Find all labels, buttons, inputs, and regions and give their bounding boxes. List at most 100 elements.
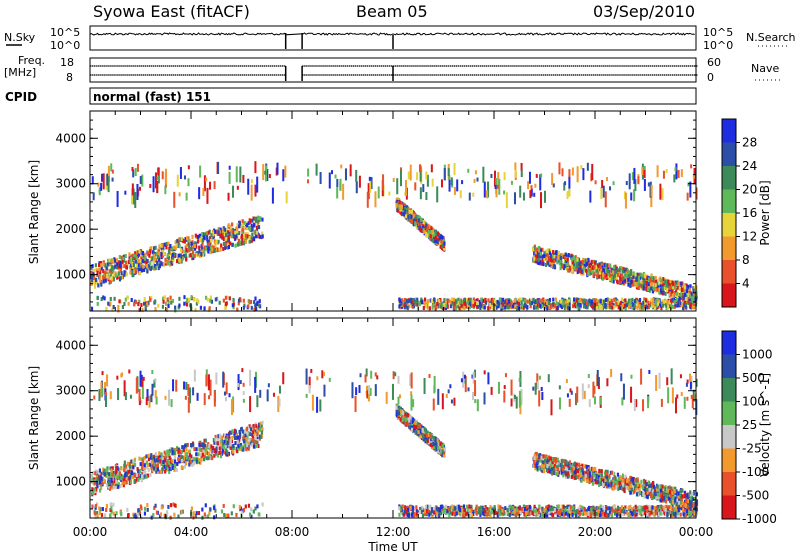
power-cell bbox=[171, 252, 174, 257]
power-cell bbox=[666, 300, 669, 305]
power-cell bbox=[188, 248, 191, 253]
power-cell bbox=[644, 274, 647, 279]
power-cell bbox=[493, 297, 496, 302]
power-speckle bbox=[154, 172, 158, 189]
power-cell bbox=[640, 283, 643, 288]
velocity-cell bbox=[117, 482, 120, 487]
velocity-speckle bbox=[547, 374, 550, 383]
power-cell bbox=[431, 305, 434, 310]
power-cell bbox=[632, 271, 635, 276]
power-speckle bbox=[450, 177, 453, 186]
power-cell bbox=[399, 207, 402, 212]
power-cell bbox=[669, 292, 672, 297]
power-cell bbox=[674, 302, 677, 307]
power-cell bbox=[438, 236, 442, 241]
power-cell bbox=[650, 297, 653, 302]
power-cell bbox=[109, 296, 112, 301]
power-cell bbox=[542, 253, 546, 258]
power-speckle bbox=[239, 166, 242, 183]
velocity-cell bbox=[120, 511, 123, 516]
power-cell bbox=[657, 285, 660, 290]
velocity-speckle bbox=[237, 383, 240, 388]
power-speckle bbox=[262, 164, 265, 181]
power-cell bbox=[231, 303, 234, 308]
power-cell bbox=[196, 298, 199, 303]
power-speckle bbox=[199, 165, 202, 178]
power-cell bbox=[154, 245, 157, 250]
power-cell bbox=[135, 263, 138, 268]
power-cell bbox=[693, 286, 697, 291]
velocity-speckle bbox=[374, 372, 377, 377]
power-cell bbox=[680, 281, 683, 286]
power-cell bbox=[523, 299, 527, 304]
power-cell bbox=[627, 277, 630, 282]
power-cell bbox=[410, 212, 413, 217]
power-cell bbox=[98, 267, 101, 272]
power-cell bbox=[411, 213, 414, 218]
velocity-cell bbox=[105, 507, 108, 512]
power-cell bbox=[671, 281, 675, 286]
power-cell bbox=[185, 236, 189, 241]
velocity-speckle bbox=[449, 384, 452, 389]
power-speckle bbox=[527, 181, 530, 190]
power-cell bbox=[260, 235, 263, 240]
velocity-cell bbox=[242, 507, 246, 512]
velocity-speckle bbox=[277, 395, 280, 412]
velocity-speckle bbox=[432, 398, 435, 411]
power-cell bbox=[647, 282, 651, 287]
power-cell bbox=[236, 242, 239, 247]
power-cell bbox=[179, 253, 182, 258]
velocity-cell bbox=[169, 465, 173, 470]
power-cell bbox=[558, 261, 562, 266]
power-speckle bbox=[448, 175, 451, 180]
power-cell bbox=[663, 286, 666, 291]
power-cell bbox=[257, 215, 260, 220]
velocity-cell bbox=[133, 462, 137, 467]
velocity-cell bbox=[166, 461, 169, 466]
power-cell bbox=[142, 267, 146, 272]
velocity-cell bbox=[230, 439, 233, 444]
velocity-cell bbox=[172, 502, 175, 507]
velocity-cell bbox=[183, 464, 186, 469]
power-speckle bbox=[407, 171, 410, 180]
velocity-cell bbox=[223, 433, 226, 438]
power-cell bbox=[638, 285, 641, 290]
power-speckle bbox=[152, 176, 155, 193]
power-cell bbox=[128, 252, 131, 257]
velocity-cell bbox=[256, 504, 259, 509]
velocity-cell bbox=[245, 447, 248, 452]
power-cell bbox=[406, 302, 409, 307]
power-cell bbox=[139, 268, 142, 273]
power-cell bbox=[109, 263, 113, 268]
velocity-cell bbox=[132, 512, 135, 517]
velocity-cell bbox=[154, 452, 157, 457]
velocity-cell bbox=[173, 459, 177, 464]
power-speckle bbox=[453, 163, 456, 176]
power-cell bbox=[524, 303, 527, 308]
power-speckle bbox=[138, 186, 142, 191]
power-cell bbox=[120, 271, 123, 276]
power-cell bbox=[649, 280, 652, 285]
velocity-cell bbox=[201, 507, 204, 512]
power-cell bbox=[605, 305, 608, 310]
power-cell bbox=[450, 297, 454, 302]
power-cell bbox=[611, 302, 614, 307]
power-cell bbox=[511, 302, 515, 307]
velocity-speckle bbox=[518, 377, 521, 382]
power-cell bbox=[591, 265, 594, 270]
power-cell bbox=[636, 305, 639, 310]
power-cell bbox=[685, 289, 689, 294]
power-cell bbox=[449, 299, 452, 304]
power-cell bbox=[607, 299, 610, 304]
power-cell bbox=[589, 271, 593, 276]
velocity-cell bbox=[177, 449, 180, 454]
power-cell bbox=[678, 286, 681, 291]
power-cell bbox=[256, 223, 259, 228]
power-speckle bbox=[628, 173, 631, 190]
velocity-cell bbox=[126, 507, 129, 512]
velocity-cell bbox=[208, 455, 212, 460]
power-cell bbox=[108, 280, 111, 285]
power-speckle bbox=[276, 162, 279, 175]
power-cell bbox=[434, 229, 437, 234]
power-cell bbox=[566, 299, 569, 304]
